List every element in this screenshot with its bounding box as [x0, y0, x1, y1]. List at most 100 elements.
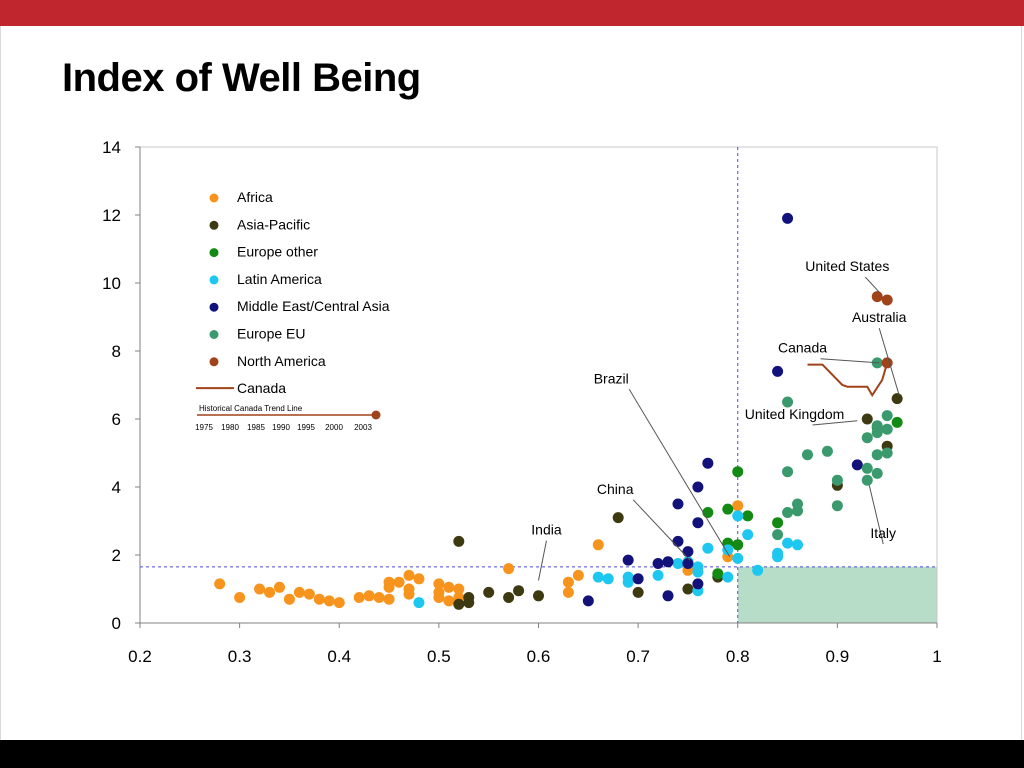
- legend-trend-year: 1985: [247, 423, 265, 432]
- point-asia-pacific: [513, 585, 525, 597]
- annotation-label-italy: Italy: [870, 525, 896, 541]
- point-middle-east-central-asia: [682, 546, 694, 558]
- point-africa: [353, 592, 365, 603]
- point-europe-other: [891, 416, 903, 428]
- x-tick-label: 0.3: [228, 647, 252, 666]
- x-tick-label: 0.8: [726, 647, 750, 666]
- point-africa: [273, 581, 285, 593]
- point-europe-eu: [782, 507, 794, 518]
- point-latin-america: [732, 510, 744, 522]
- point-latin-america: [722, 544, 734, 556]
- point-asia-pacific: [533, 590, 544, 602]
- point-middle-east-central-asia: [782, 212, 794, 224]
- point-europe-eu: [871, 427, 883, 439]
- point-europe-eu: [881, 410, 893, 422]
- point-europe-other: [722, 503, 734, 515]
- point-europe-eu: [861, 474, 873, 486]
- annotation-leader-australia: [878, 327, 900, 396]
- point-latin-america: [742, 529, 754, 541]
- point-africa: [433, 592, 445, 603]
- annotation-leader-china: [632, 499, 691, 561]
- legend-trend-year: 1975: [195, 423, 213, 432]
- point-middle-east-central-asia: [632, 573, 644, 585]
- point-europe-eu: [861, 432, 873, 444]
- point-africa: [592, 539, 604, 551]
- point-africa: [264, 586, 276, 598]
- point-middle-east-central-asia: [772, 365, 784, 377]
- legend-marker-middle-east-central-asia: [209, 302, 219, 312]
- x-tick-label: 0.9: [826, 647, 850, 666]
- annotation-leader-united-kingdom: [812, 420, 858, 426]
- legend-trend-year: 1995: [297, 423, 315, 432]
- annotation-label-canada: Canada: [778, 340, 827, 356]
- y-tick-label: 12: [102, 206, 121, 225]
- legend-marker-latin-america: [209, 275, 219, 285]
- x-tick-label: 1: [932, 647, 941, 666]
- annotation-leader-brazil: [628, 389, 731, 557]
- top-accent-bar: [0, 0, 1024, 26]
- point-africa: [333, 597, 345, 609]
- point-europe-other: [742, 510, 754, 522]
- annotation-label-brazil: Brazil: [594, 370, 629, 386]
- point-middle-east-central-asia: [692, 578, 704, 590]
- point-africa: [234, 592, 246, 603]
- annotation-label-india: India: [531, 522, 562, 538]
- point-middle-east-central-asia: [662, 590, 674, 602]
- x-tick-label: 0.7: [626, 647, 650, 666]
- point-europe-eu: [871, 449, 883, 461]
- annotation-label-united-states: United States: [805, 258, 889, 274]
- point-latin-america: [692, 566, 704, 578]
- point-africa: [363, 590, 375, 602]
- point-latin-america: [592, 571, 604, 583]
- point-europe-eu: [801, 449, 813, 461]
- canada-trend-layer: [807, 362, 889, 398]
- legend-trend-year: 1990: [272, 423, 290, 432]
- point-asia-pacific: [861, 413, 873, 425]
- point-africa: [413, 573, 425, 585]
- x-tick-label: 0.2: [128, 647, 152, 666]
- legend-label-asia-pacific: Asia-Pacific: [237, 216, 310, 232]
- point-europe-eu: [861, 462, 873, 474]
- point-europe-eu: [831, 474, 843, 486]
- legend-trend-year: 1980: [221, 423, 239, 432]
- point-middle-east-central-asia: [652, 558, 664, 569]
- y-tick-label: 2: [112, 546, 121, 565]
- point-latin-america: [413, 597, 425, 609]
- annotation-leader-india: [538, 540, 547, 581]
- legend-label-north-america: North America: [237, 353, 326, 369]
- point-latin-america: [672, 558, 684, 569]
- annotation-leader-italy: [868, 485, 884, 545]
- point-europe-eu: [881, 447, 893, 459]
- point-middle-east-central-asia: [702, 457, 714, 469]
- point-middle-east-central-asia: [682, 558, 694, 569]
- point-europe-eu: [772, 529, 784, 541]
- point-africa: [503, 563, 515, 575]
- canada-trend-line: [807, 362, 889, 398]
- point-europe-other: [732, 539, 744, 551]
- point-africa: [453, 583, 465, 595]
- point-africa: [293, 586, 305, 598]
- point-north-america: [881, 294, 893, 306]
- point-middle-east-central-asia: [672, 498, 684, 510]
- point-africa: [433, 578, 445, 590]
- point-africa: [283, 593, 295, 605]
- point-europe-eu: [782, 396, 794, 408]
- point-latin-america: [622, 576, 634, 588]
- point-latin-america: [602, 573, 614, 585]
- slide-frame: [0, 26, 1022, 740]
- point-middle-east-central-asia: [582, 595, 594, 607]
- point-asia-pacific: [632, 586, 644, 598]
- point-latin-america: [732, 552, 744, 564]
- point-africa: [383, 593, 395, 605]
- annotation-leader-canada: [820, 358, 880, 364]
- annotation-label-united-kingdom: United Kingdom: [745, 406, 845, 422]
- point-europe-eu: [831, 500, 843, 512]
- legend-label-canada: Canada: [237, 380, 286, 396]
- legend-trend-endpoint: [371, 410, 381, 420]
- legend-label-europe-other: Europe other: [237, 244, 318, 260]
- legend-marker-europe-eu: [209, 330, 219, 339]
- point-north-america: [871, 291, 883, 303]
- point-asia-pacific: [463, 592, 475, 603]
